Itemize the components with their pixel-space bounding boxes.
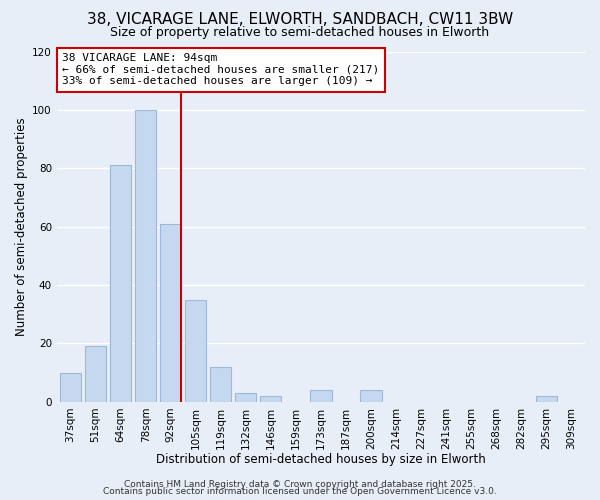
Y-axis label: Number of semi-detached properties: Number of semi-detached properties (15, 118, 28, 336)
Text: Size of property relative to semi-detached houses in Elworth: Size of property relative to semi-detach… (110, 26, 490, 39)
Text: 38 VICARAGE LANE: 94sqm
← 66% of semi-detached houses are smaller (217)
33% of s: 38 VICARAGE LANE: 94sqm ← 66% of semi-de… (62, 54, 379, 86)
Bar (361, 390, 382, 402)
Bar (210, 367, 232, 402)
Bar (135, 110, 156, 402)
Bar (160, 224, 181, 402)
Bar (110, 166, 131, 402)
Bar (536, 396, 557, 402)
Bar (60, 372, 81, 402)
Text: Contains public sector information licensed under the Open Government Licence v3: Contains public sector information licen… (103, 487, 497, 496)
Bar (235, 393, 256, 402)
Bar (185, 300, 206, 402)
Bar (85, 346, 106, 402)
Bar (260, 396, 281, 402)
Text: Contains HM Land Registry data © Crown copyright and database right 2025.: Contains HM Land Registry data © Crown c… (124, 480, 476, 489)
X-axis label: Distribution of semi-detached houses by size in Elworth: Distribution of semi-detached houses by … (156, 453, 486, 466)
Bar (310, 390, 332, 402)
Text: 38, VICARAGE LANE, ELWORTH, SANDBACH, CW11 3BW: 38, VICARAGE LANE, ELWORTH, SANDBACH, CW… (87, 12, 513, 28)
